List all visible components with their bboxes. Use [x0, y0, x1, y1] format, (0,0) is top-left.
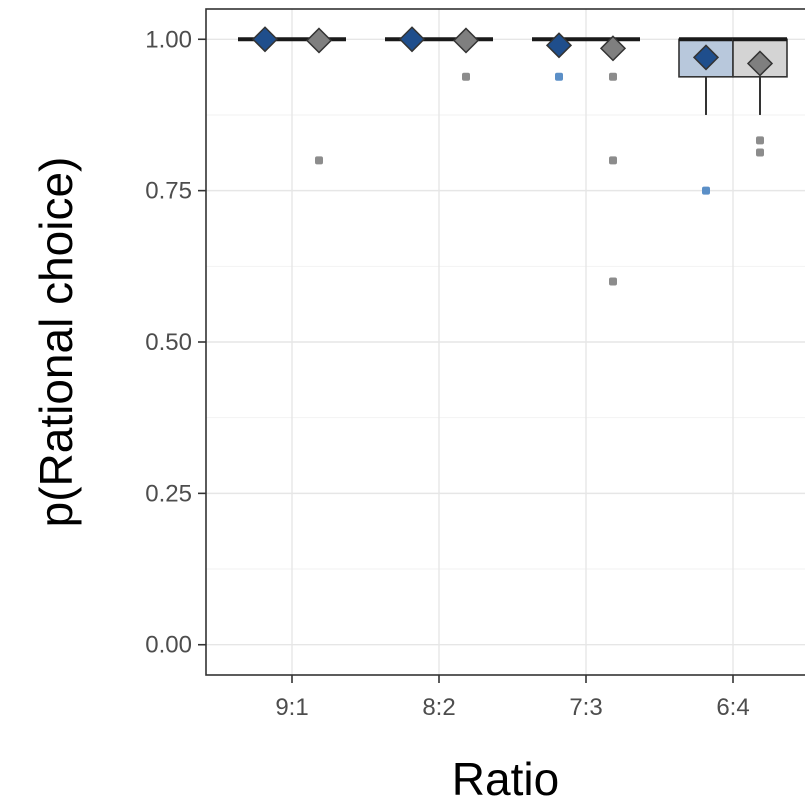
mean-marker	[746, 50, 774, 77]
outlier-point	[702, 186, 710, 195]
box-group	[532, 32, 586, 81]
x-axis-title: Ratio	[452, 753, 559, 805]
x-tick-label: 9:1	[275, 694, 308, 721]
y-tick-label: 1.00	[145, 26, 192, 53]
x-tick-label: 8:2	[422, 694, 455, 721]
outlier-point	[462, 72, 470, 81]
x-axis-ticks: 9:1 8:2 7:3 6:4	[275, 675, 750, 721]
y-axis-ticks: 0.00 0.25 0.50 0.75 1.00	[145, 26, 206, 659]
outlier-point	[756, 136, 764, 145]
box-group	[385, 26, 439, 53]
y-tick-label: 0.25	[145, 480, 192, 507]
mean-marker	[545, 32, 573, 59]
y-tick-label: 0.75	[145, 178, 192, 205]
box-group	[439, 27, 493, 81]
mean-marker	[692, 44, 720, 71]
box-group	[586, 35, 640, 286]
outlier-point	[609, 72, 617, 81]
mean-marker	[452, 27, 480, 54]
mean-marker	[398, 26, 426, 53]
box-plots	[238, 26, 788, 286]
outlier-point	[609, 156, 617, 165]
outlier-point	[315, 156, 323, 165]
mean-marker	[305, 27, 333, 54]
y-axis-title: p(Rational choice)	[30, 157, 82, 528]
outlier-point	[609, 277, 617, 286]
outlier-point	[756, 148, 764, 157]
y-tick-label: 0.50	[145, 329, 192, 356]
x-tick-label: 7:3	[569, 694, 602, 721]
box-group	[732, 37, 788, 157]
mean-marker	[251, 26, 279, 53]
box-group	[238, 26, 292, 53]
outlier-point	[555, 72, 563, 81]
grid	[206, 9, 805, 675]
box-group	[678, 37, 734, 195]
box-group	[292, 27, 346, 165]
x-tick-label: 6:4	[716, 694, 749, 721]
mean-marker	[599, 35, 627, 62]
y-tick-label: 0.00	[145, 632, 192, 659]
